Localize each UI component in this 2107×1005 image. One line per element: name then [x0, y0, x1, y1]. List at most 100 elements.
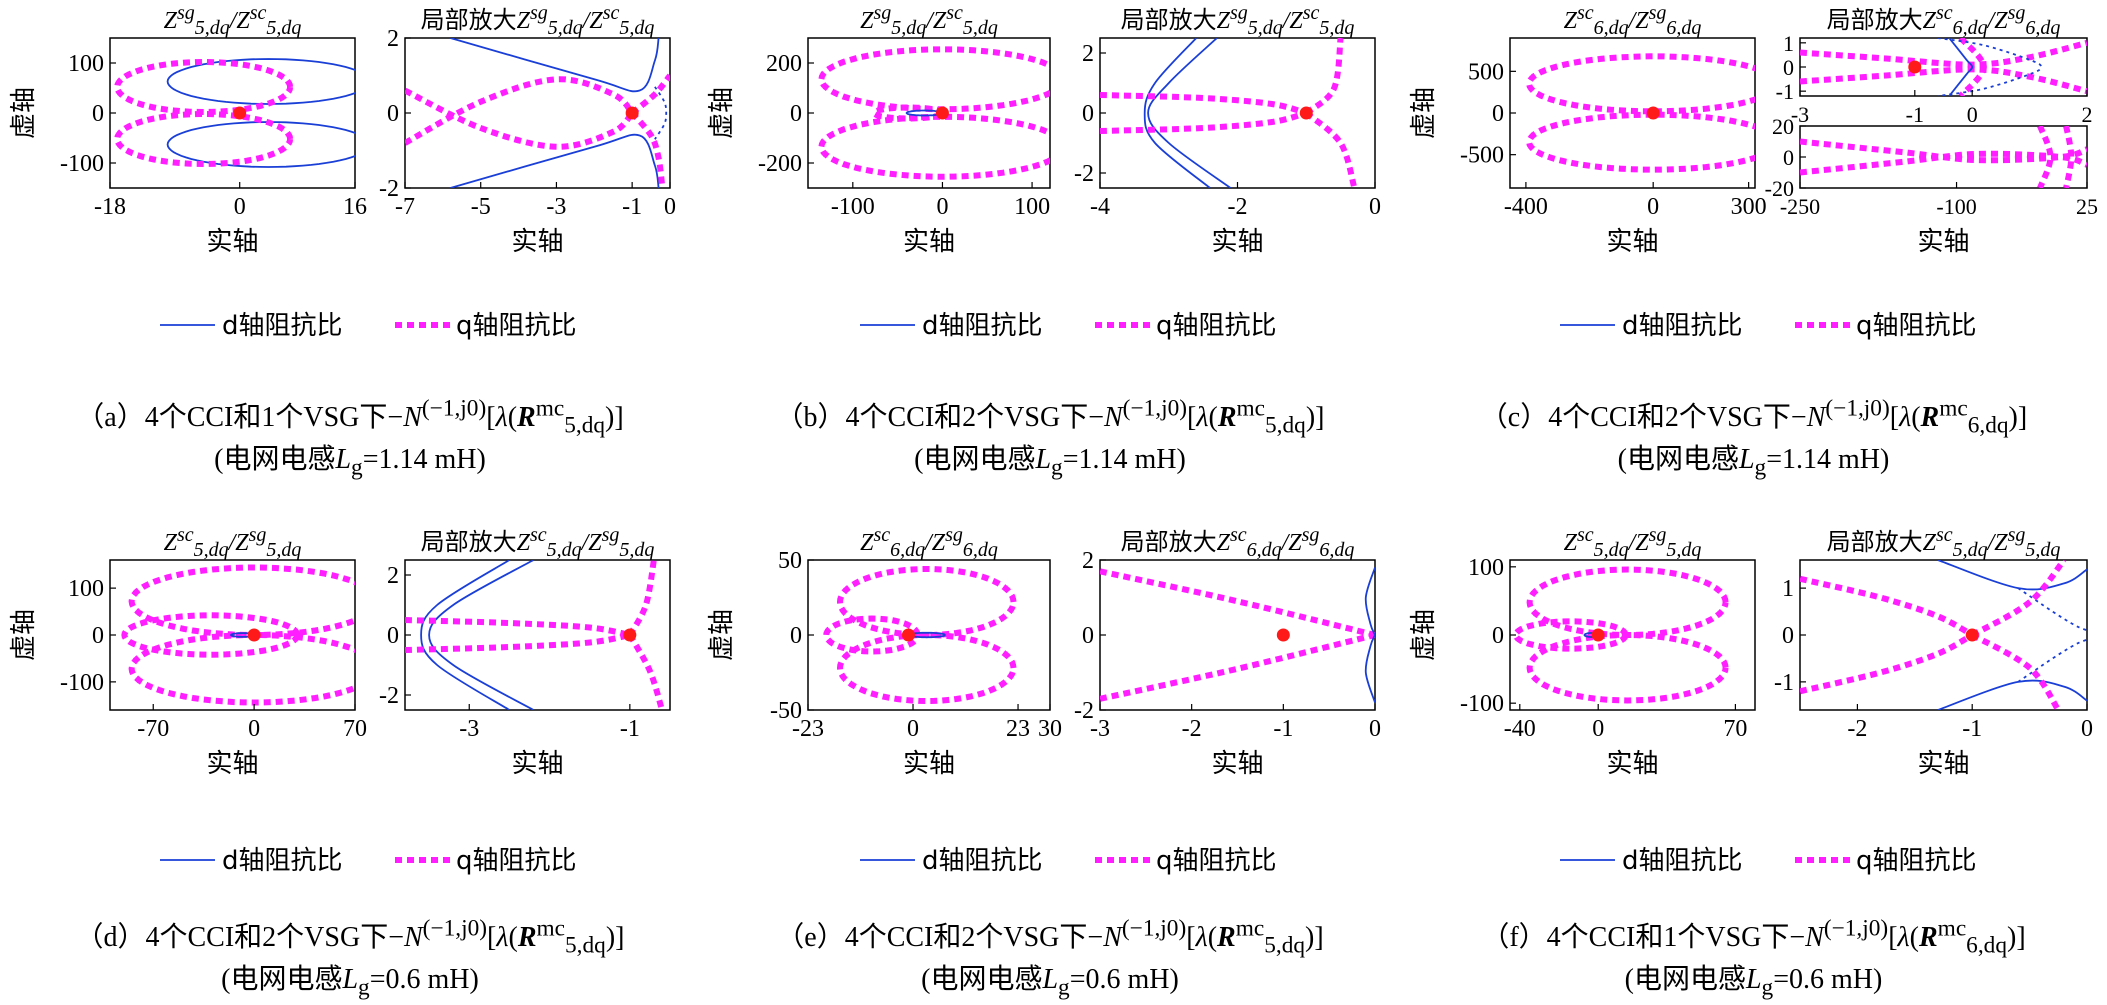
y-tick-label-0: -100	[1460, 691, 1504, 717]
chart-title-box: Zsg5,dq/Zsc5,dq	[860, 2, 998, 38]
y-tick-label-1: 0	[1492, 623, 1504, 649]
curve-q-5	[630, 73, 670, 116]
chart-title-box: Zsc5,dq/Zsg5,dq	[1563, 524, 1702, 560]
y-tick-label-0: -50	[770, 698, 802, 724]
chart-title: 局部放大Zsc6,dq/Zsg6,dq	[1120, 524, 1355, 560]
x-tick-label-1: -1	[1962, 716, 1982, 742]
curves-e1	[823, 565, 1017, 705]
y-tick-label-0: -20	[1765, 176, 1794, 201]
curve-q-1	[1100, 632, 1375, 702]
y-tick-label-0: -1	[1776, 79, 1794, 104]
y-tick-label-2: 2	[1082, 41, 1094, 67]
x-axis-label: 实轴	[511, 749, 563, 779]
x-axis-label: 实轴	[1917, 227, 1969, 257]
chart-title-box: 局部放大Zsc6,dq/Zsg6,dq	[1826, 2, 2061, 38]
legend-d-label: d轴阻抗比	[222, 311, 343, 341]
curve-q-2	[121, 612, 301, 658]
panel-b1: -100 0 100 -200 0 200 实轴 虚轴 Zsg5,dq/Zsc5,dq	[707, 2, 1051, 257]
x-tick-label-1: -1	[1906, 102, 1924, 127]
curve-q-1	[128, 631, 355, 706]
curves-f2	[1800, 560, 2087, 710]
curve-q-5	[627, 633, 665, 710]
curve-d-0	[166, 58, 355, 105]
x-tick-label-2: 23	[1006, 716, 1030, 742]
curve-q-1	[836, 631, 1017, 705]
chart-title-box: 局部放大Zsc6,dq/Zsg6,dq	[1120, 524, 1355, 560]
x-tick-label-1: -5	[471, 194, 491, 220]
legend-3: d轴阻抗比 q轴阻抗比	[160, 846, 577, 876]
curves-f1	[1512, 566, 1729, 704]
chart-title-box: 局部放大Zsc5,dq/Zsg5,dq	[1826, 524, 2061, 560]
legend-d-label: d轴阻抗比	[222, 846, 343, 876]
chart-title-box: Zsc6,dq/Zsg6,dq	[1564, 2, 1702, 38]
x-axis-label: 实轴	[1606, 749, 1658, 779]
caption-c: （c）4个CCI和2个VSG下−N(−1,j0)[λ(Rmc6,dq)] (电网…	[1400, 392, 2107, 485]
x-axis-label: 实轴	[903, 227, 955, 257]
x-tick-label-0: -2	[1847, 716, 1867, 742]
curve-q-2	[1100, 92, 1308, 116]
legend-q-label: q轴阻抗比	[1856, 311, 1977, 341]
legend-q-label: q轴阻抗比	[1156, 311, 1277, 341]
chart-title: 局部放大Zsc5,dq/Zsg5,dq	[1826, 524, 2061, 560]
y-tick-label-0: -500	[1460, 143, 1504, 169]
x-tick-label-0: -100	[831, 194, 875, 220]
curves-c2	[1800, 38, 2087, 96]
chart-title-box: Zsc5,dq/Zsg5,dq	[163, 524, 302, 560]
caption-b: （b）4个CCI和2个VSG下−N(−1,j0)[λ(Rmc5,dq)] (电网…	[700, 392, 1400, 485]
legend-5: d轴阻抗比 q轴阻抗比	[1560, 846, 1977, 876]
curve-q-5	[1800, 632, 1974, 695]
y-tick-label-2: 100	[1468, 555, 1504, 581]
curve-q-6	[1970, 560, 2067, 638]
plot-frame	[1099, 37, 1376, 189]
curve-d-2	[2017, 587, 2087, 632]
chart-title: Zsc5,dq/Zsg5,dq	[1563, 524, 1702, 560]
curve-d-3	[2017, 638, 2087, 683]
x-tick-label-2: 70	[343, 716, 367, 742]
x-tick-label-0: -3	[1791, 102, 1809, 127]
y-tick-label-1: 0	[387, 623, 399, 649]
curve-q-1	[1800, 66, 2087, 95]
legend-q-label: q轴阻抗比	[1156, 846, 1277, 876]
curve-q-7	[1970, 632, 2061, 710]
curve-d-3	[1948, 38, 1974, 96]
x-tick-label-3: 2	[2082, 102, 2093, 127]
x-tick-label-0: -400	[1504, 194, 1548, 220]
legend-2: d轴阻抗比 q轴阻抗比	[1560, 311, 1977, 341]
curve-q-2	[871, 104, 946, 122]
curve-d-2	[1364, 567, 1375, 636]
y-tick-label-2: 50	[778, 548, 802, 574]
x-tick-label-2: 100	[1014, 194, 1050, 220]
curve-q-1	[1800, 150, 2087, 176]
y-axis-label: 虚轴	[1409, 87, 1439, 139]
y-axis-label: 虚轴	[9, 87, 39, 139]
x-axis-label: 实轴	[206, 749, 258, 779]
x-tick-label-0: -40	[1504, 716, 1536, 742]
chart-title-box: 局部放大Zsg5,dq/Zsc5,dq	[1121, 2, 1355, 38]
curve-q-4	[1304, 38, 1344, 116]
y-tick-label-2: 2	[387, 563, 399, 589]
legend-4: d轴阻抗比 q轴阻抗比	[860, 846, 1277, 876]
curves-a2	[405, 38, 670, 188]
chart-title-box: 局部放大Zsc5,dq/Zsg5,dq	[421, 524, 655, 560]
x-tick-label-1: 0	[1647, 194, 1659, 220]
x-tick-label-2: -3	[546, 194, 566, 220]
curve-q-4	[1800, 575, 1974, 638]
panel-b2: -4 -2 0 -2 0 2 实轴 局部放大Zsg5,dq/Zsc5,dq	[1074, 2, 1381, 257]
y-tick-label-1: 0	[790, 101, 802, 127]
x-tick-label-2: -1	[1273, 716, 1293, 742]
caption-e-sub: (电网电感Lg=0.6 mH)	[921, 963, 1179, 1001]
panel-e1: -23 0 23 30 -50 0 50 实轴 虚轴 Zsc6,dq/Zsg6,dq	[707, 524, 1062, 779]
y-tick-label-0: -200	[758, 151, 802, 177]
y-tick-label-0: -2	[379, 176, 399, 202]
panel-a2: -7 -5 -3 -1 0 -2 0 2 实轴 局部放大Zsg5,dq/Zsc5,dq	[379, 2, 676, 257]
chart-title: 局部放大Zsc6,dq/Zsg6,dq	[1826, 2, 2061, 38]
plot-frame	[1799, 37, 2088, 97]
caption-c-sub: (电网电感Lg=1.14 mH)	[1617, 443, 1890, 481]
curve-q-3	[405, 76, 635, 146]
legend-q-label: q轴阻抗比	[1856, 846, 1977, 876]
panel-f2: -2 -1 0 -1 0 1 实轴 局部放大Zsc5,dq/Zsg5,dq	[1774, 524, 2093, 779]
x-tick-label-0: -3	[459, 716, 479, 742]
chart-title: Zsc5,dq/Zsg5,dq	[163, 524, 302, 560]
caption-d-sub: (电网电感Lg=0.6 mH)	[221, 963, 479, 1001]
